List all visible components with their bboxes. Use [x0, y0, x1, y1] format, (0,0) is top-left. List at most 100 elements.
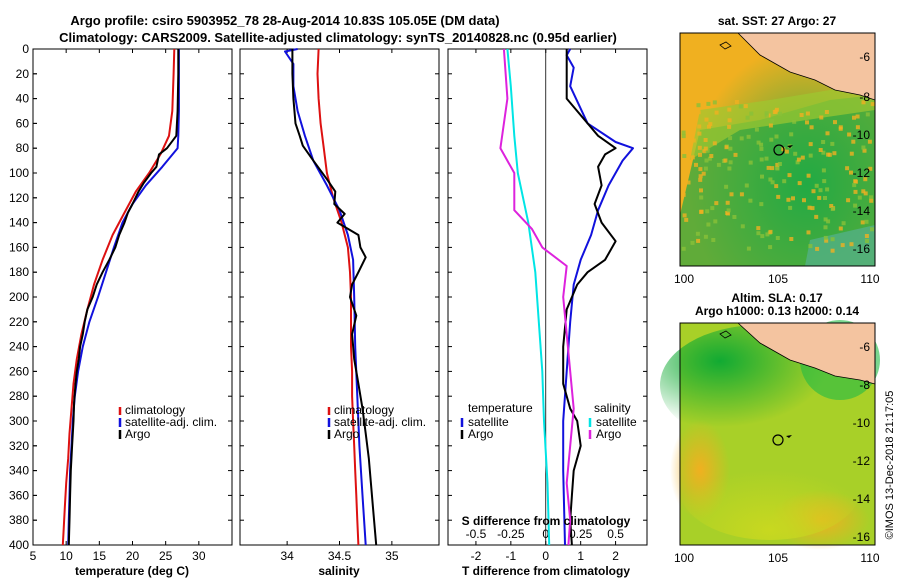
- sst-speckle-cell: [849, 242, 854, 247]
- series-line-satellite-adj-clim-: [284, 48, 367, 546]
- sst-speckle-cell: [760, 234, 765, 239]
- x-tick-label: 5: [30, 549, 37, 563]
- s-tick-label: -0.5: [466, 527, 487, 541]
- difference-legend: temperature satellite Argo salinity sate…: [460, 401, 637, 441]
- sst-speckle-cell: [704, 117, 709, 122]
- sst-speckle-cell: [795, 160, 800, 165]
- sst-speckle-cell: [821, 168, 826, 173]
- sst-speckle-cell: [727, 118, 732, 123]
- legend-t-argo: Argo: [468, 427, 494, 441]
- t-difference-xlabel: T difference from climatology: [462, 564, 630, 578]
- depth-tick-label: 120: [9, 191, 29, 205]
- sst-speckle-cell: [768, 245, 773, 250]
- sst-map-argo-location: [773, 144, 785, 156]
- sst-speckle-cell: [766, 165, 771, 170]
- sst-speckle-cell: [713, 219, 718, 224]
- series-line-satellite-adj-clim-: [67, 49, 180, 546]
- sst-speckle-cell: [867, 139, 872, 144]
- depth-tick-label: 100: [9, 166, 29, 180]
- sst-speckle-cell: [807, 205, 812, 210]
- sst-speckle-cell: [727, 166, 732, 171]
- sst-speckle-cell: [770, 166, 775, 171]
- s-tick-label: 0.5: [607, 527, 624, 541]
- sst-speckle-cell: [774, 134, 779, 139]
- sst-speckle-cell: [681, 192, 686, 197]
- sst-speckle-cell: [684, 217, 689, 222]
- sst-speckle-cell: [796, 157, 801, 162]
- sst-speckle-cell: [682, 213, 687, 218]
- sst-speckle-cell: [684, 127, 689, 132]
- series-line-t-satellite: [562, 48, 634, 546]
- sst-speckle-cell: [786, 197, 791, 202]
- legend-t-satellite: satellite: [468, 415, 509, 429]
- sst-speckle-cell: [805, 120, 809, 125]
- sst-speckle-cell: [821, 150, 826, 155]
- sst-speckle-cell: [824, 110, 829, 114]
- sst-ytick: -6: [859, 50, 870, 64]
- depth-tick-label: 400: [9, 538, 29, 552]
- series-line-climatology: [61, 48, 176, 546]
- sst-speckle-cell: [818, 148, 823, 152]
- legend-satellite-adj: satellite-adj. clim.: [125, 415, 217, 429]
- sst-speckle-cell: [815, 246, 820, 251]
- sst-speckle-cell: [749, 111, 754, 116]
- sst-speckle-cell: [739, 136, 744, 141]
- sst-speckle-cell: [754, 127, 759, 132]
- sst-map: [679, 32, 876, 267]
- sla-map-subtitle: Argo h1000: 0.13 h2000: 0.14: [695, 304, 859, 318]
- sst-speckle-cell: [864, 234, 869, 238]
- sst-speckle-cell: [703, 234, 708, 239]
- sst-speckle-cell: [799, 113, 804, 117]
- sst-speckle-cell: [868, 166, 873, 171]
- s-difference-xlabel: S difference from climatology: [462, 514, 631, 528]
- sst-speckle-cell: [756, 231, 761, 236]
- sla-map-island: [719, 330, 732, 339]
- sst-speckle-cell: [697, 124, 702, 129]
- sst-speckle-cell: [681, 134, 686, 139]
- sst-speckle-cell: [840, 243, 845, 248]
- sst-speckle-cell: [861, 145, 866, 150]
- salinity-panel-frame: [239, 48, 440, 546]
- sst-speckle-cell: [769, 137, 774, 142]
- sst-speckle-cell: [838, 226, 843, 231]
- sst-speckle-cell: [701, 171, 706, 176]
- x-tick-label: 25: [159, 549, 173, 563]
- sst-speckle-cell: [782, 179, 787, 184]
- sst-speckle-cell: [793, 151, 798, 156]
- sla-xtick: 110: [860, 551, 879, 565]
- sst-speckle-cell: [777, 162, 782, 166]
- legend-satellite-adj: satellite-adj. clim.: [334, 415, 426, 429]
- sst-speckle-cell: [857, 195, 862, 200]
- sst-xtick: 105: [768, 272, 788, 286]
- sst-speckle-cell: [759, 157, 764, 162]
- sst-speckle-cell: [696, 110, 701, 115]
- sst-speckle-cell: [810, 206, 815, 211]
- sst-speckle-cell: [822, 179, 827, 184]
- sla-map-yellow-south: [680, 440, 860, 540]
- sst-speckle-cell: [705, 209, 710, 214]
- sst-speckle-cell: [733, 152, 738, 157]
- sst-speckle-cell: [768, 229, 773, 234]
- sst-speckle-cell: [806, 173, 811, 178]
- x-tick-label: 0: [542, 549, 549, 563]
- depth-tick-label: 380: [9, 513, 29, 527]
- sst-speckle-cell: [800, 155, 805, 160]
- temperature-series: [61, 48, 180, 546]
- sst-speckle-cell: [861, 189, 866, 194]
- sst-speckle-cell: [833, 120, 837, 125]
- sst-speckle-cell: [865, 112, 870, 117]
- sst-speckle-cell: [697, 131, 702, 136]
- sst-speckle-cell: [797, 181, 802, 186]
- s-tick-label: 0.25: [569, 527, 593, 541]
- sst-xtick: 100: [674, 272, 694, 286]
- x-tick-label: -2: [471, 549, 482, 563]
- sla-ytick: -6: [859, 340, 870, 354]
- legend-salinity-title: salinity: [594, 401, 631, 415]
- sst-speckle-cell: [791, 196, 795, 201]
- sst-speckle-cell: [784, 149, 789, 154]
- sst-speckle-cell: [712, 141, 717, 146]
- sla-map-frame: [679, 322, 876, 546]
- sst-speckle-cell: [690, 155, 695, 160]
- sst-map-island: [719, 41, 732, 50]
- sst-speckle-cell: [746, 134, 751, 139]
